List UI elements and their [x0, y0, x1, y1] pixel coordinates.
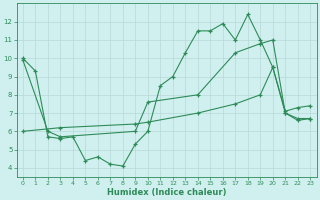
- X-axis label: Humidex (Indice chaleur): Humidex (Indice chaleur): [107, 188, 226, 197]
